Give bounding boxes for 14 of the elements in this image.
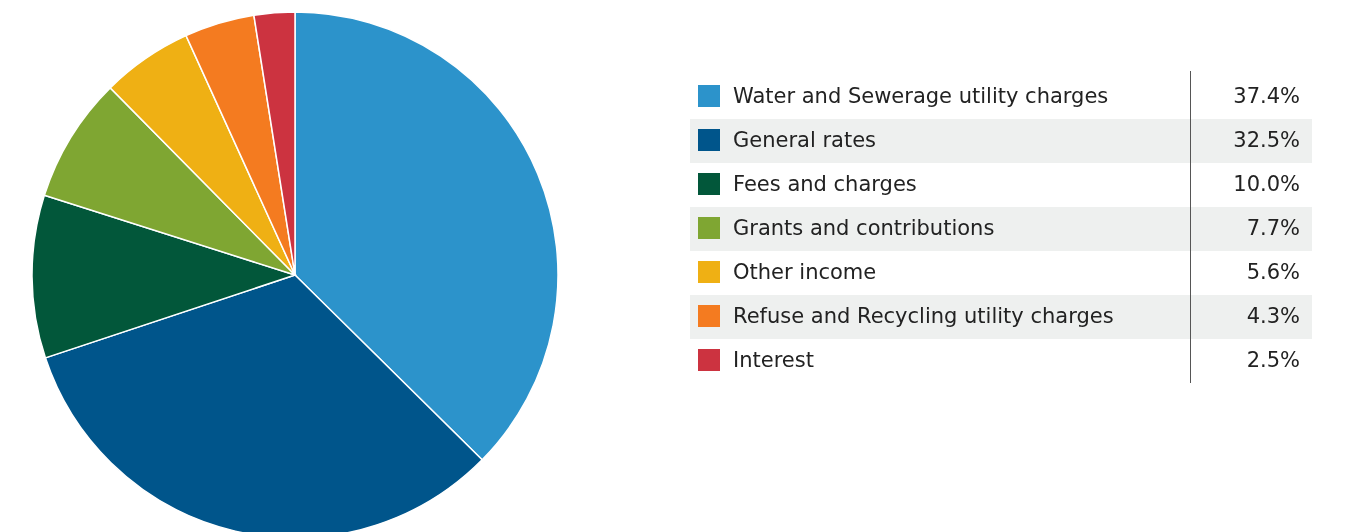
legend-label: Other income [733,260,877,284]
legend-label: Fees and charges [733,172,917,196]
data-label: 32.5% [1233,128,1300,152]
data-label: 37.4% [1233,84,1300,108]
legend-label: Grants and contributions [733,216,995,240]
legend-label: Refuse and Recycling utility charges [733,304,1114,328]
data-label: 4.3% [1246,304,1300,328]
data-label: 10.0% [1233,172,1300,196]
data-label: 2.5% [1246,348,1300,372]
data-label: 7.7% [1246,216,1300,240]
legend-label: General rates [733,128,877,152]
legend-label: Interest [733,348,814,372]
legend-label: Water and Sewerage utility charges [733,84,1109,108]
data-label: 5.6% [1246,260,1300,284]
